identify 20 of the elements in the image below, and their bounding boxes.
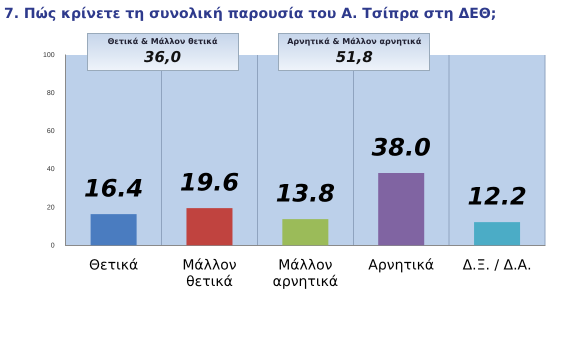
data-label: 13.8 xyxy=(276,179,335,208)
data-label: 38.0 xyxy=(372,133,431,162)
bar xyxy=(90,214,137,246)
chart-title: 7. Πώς κρίνετε τη συνολική παρουσία του Α. Τσίπρα στη ΔΕΘ; xyxy=(4,6,496,22)
x-tick-label: Μάλλον αρνητικά xyxy=(272,257,338,290)
x-tick-label: Θετικά xyxy=(88,257,138,274)
data-label: 19.6 xyxy=(180,168,240,196)
bar xyxy=(474,222,520,246)
x-tick-label: Δ.Ξ. / Δ.Α. xyxy=(462,257,532,274)
annotation: 51,8 xyxy=(334,47,374,68)
data-label: 12.2 xyxy=(467,182,527,210)
data-label: 16.4 xyxy=(84,174,144,202)
x-tick-label: Αρνητικά xyxy=(368,257,434,274)
text: Θετικά & Μάλλον θετικά xyxy=(106,36,218,46)
bar xyxy=(378,173,424,246)
text: Αρνητικά & Μάλλον αρνητικά xyxy=(286,36,422,46)
bar xyxy=(186,208,232,246)
x-tick-label: Μάλλον θετικά xyxy=(182,257,237,290)
bar xyxy=(282,219,328,246)
annotation: 36,0 xyxy=(143,47,182,68)
